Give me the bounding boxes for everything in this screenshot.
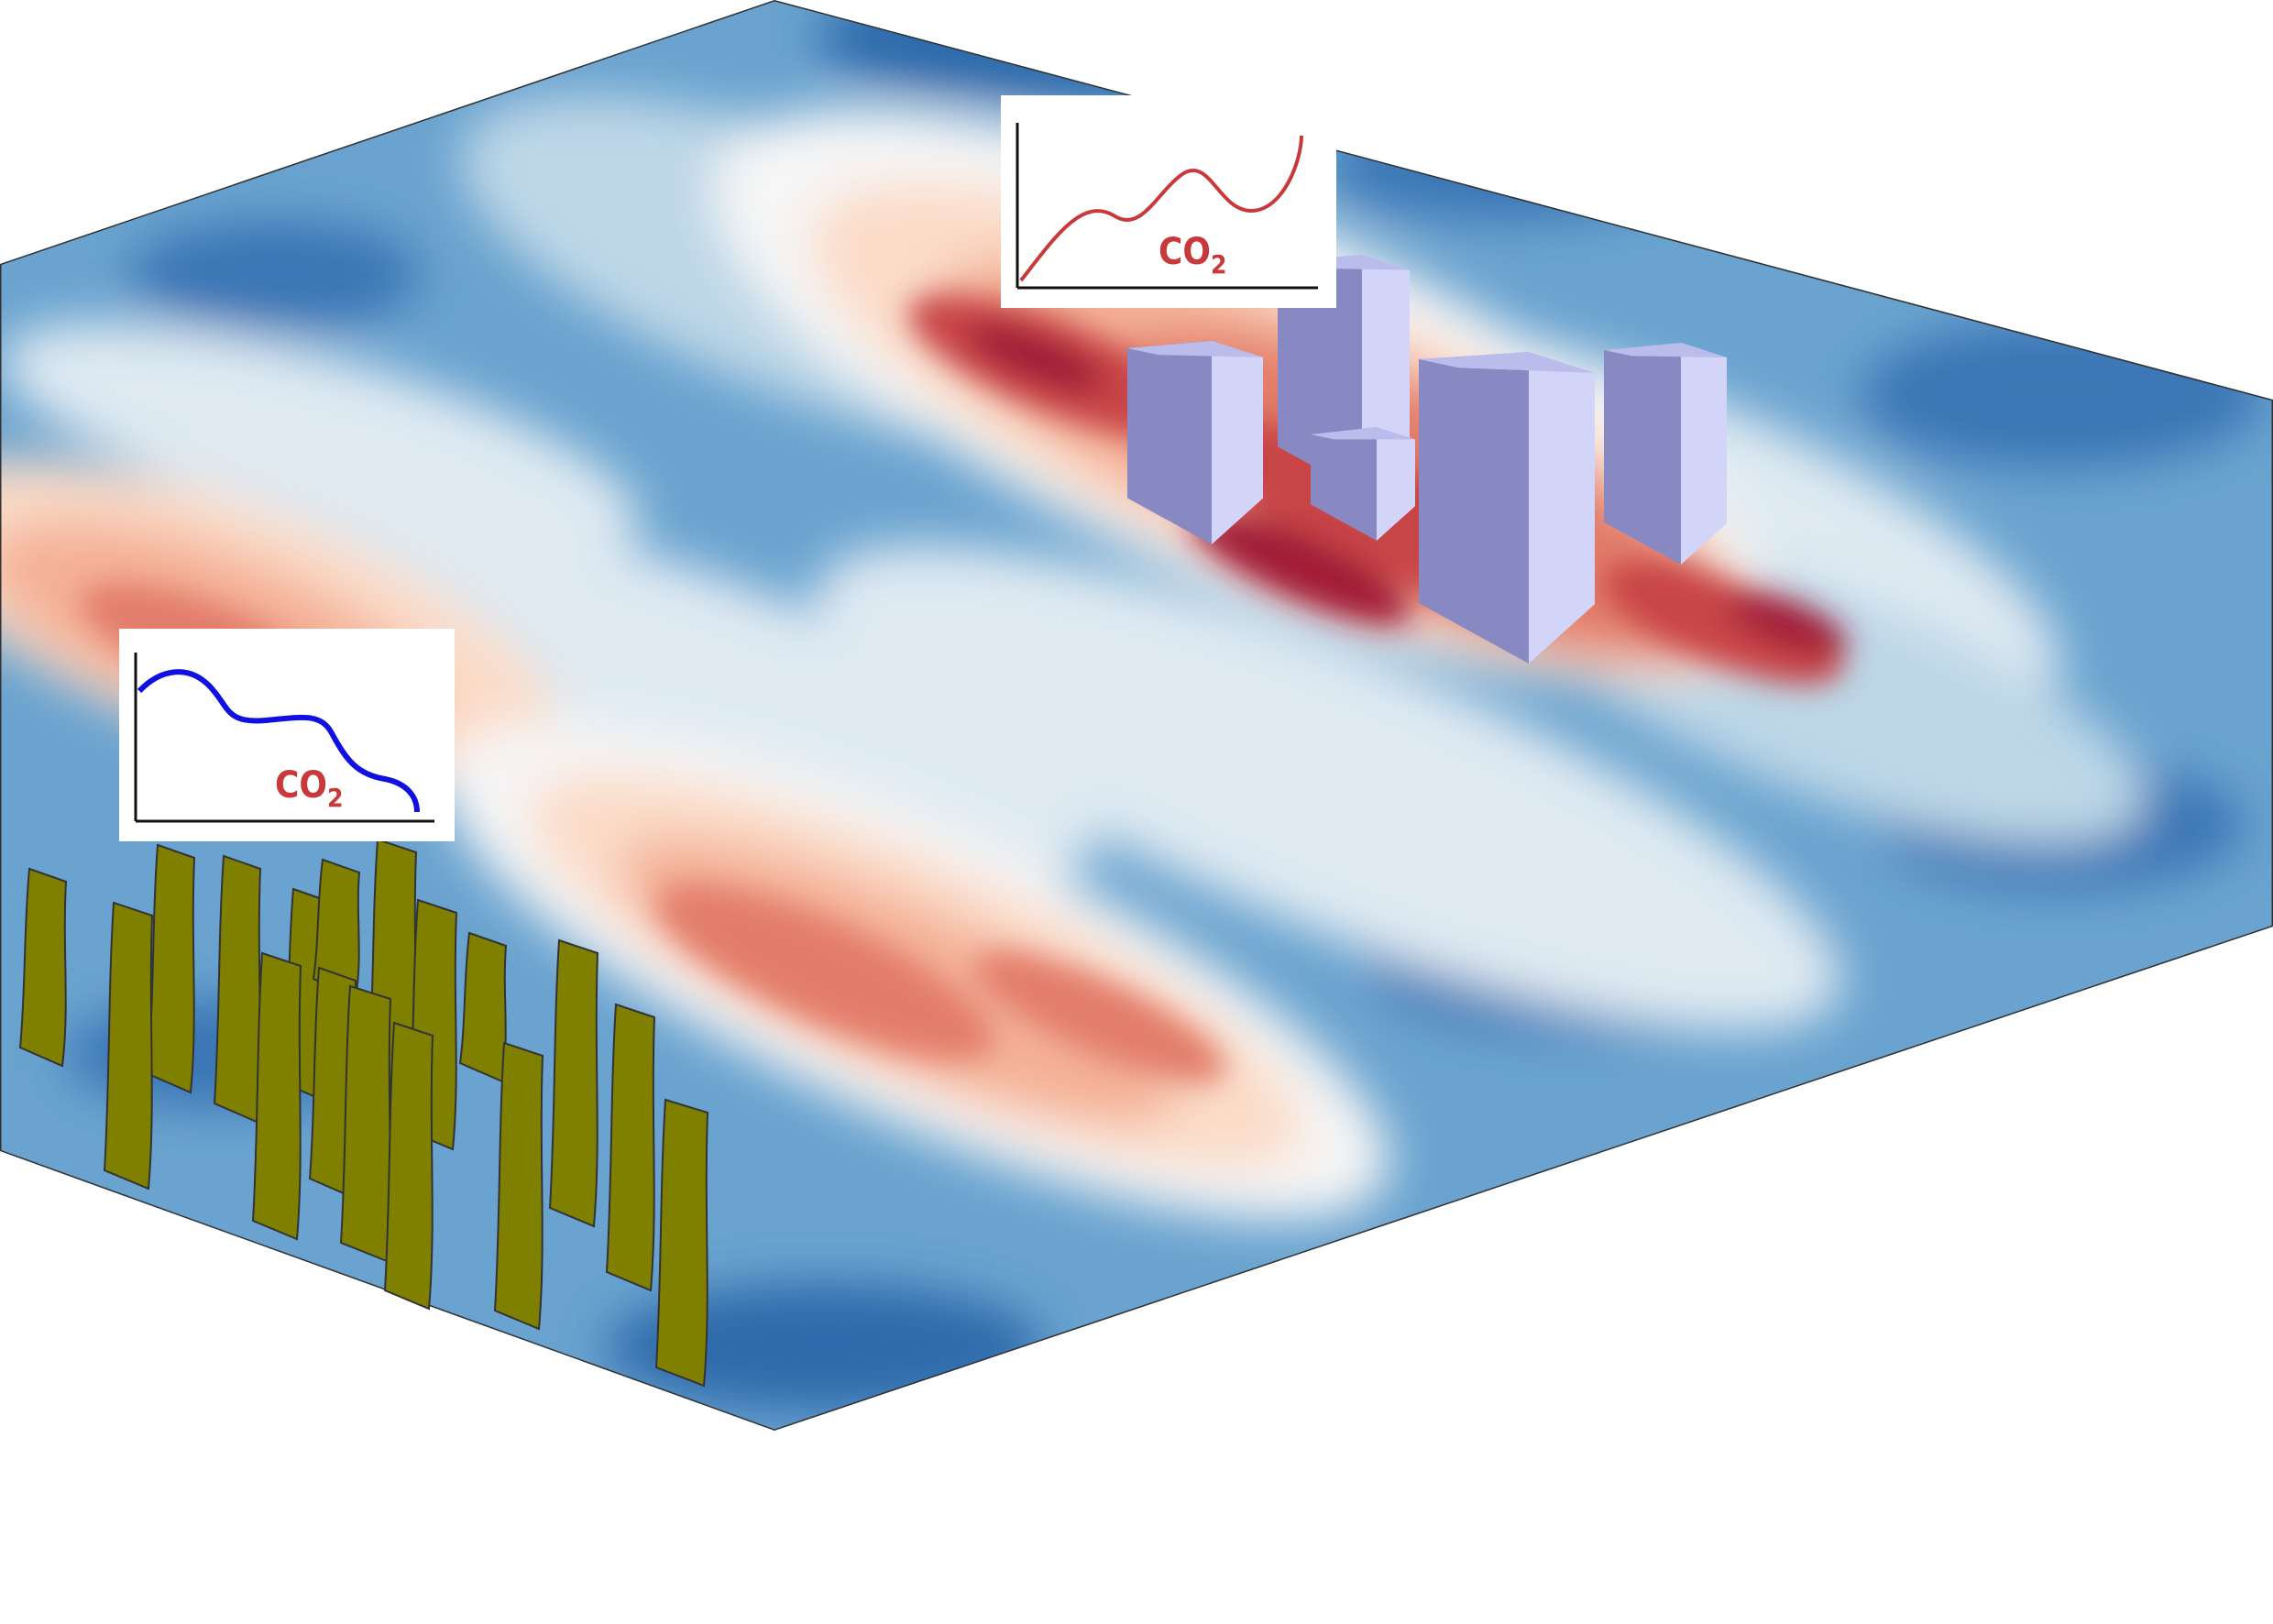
forest-co2-label-subscript: 2 xyxy=(327,783,344,813)
tree-9 xyxy=(458,931,508,1083)
building-5-roof xyxy=(1604,343,1727,357)
city-buildings-icon xyxy=(1127,255,1727,664)
building-5-front-face xyxy=(1604,343,1681,565)
building-4-side-face xyxy=(1529,352,1595,664)
city-co2-curve xyxy=(1019,135,1303,282)
forest-inset-background xyxy=(119,629,455,841)
tree-3 xyxy=(213,854,262,1124)
building-1-roof xyxy=(1127,341,1263,357)
city-co2-label-main: CO xyxy=(1158,231,1211,273)
forest-co2-curve xyxy=(137,669,420,813)
building-3-side-face xyxy=(1377,427,1415,541)
building-3-front-face xyxy=(1311,427,1377,541)
tree-15 xyxy=(493,1041,544,1331)
building-4-roof xyxy=(1419,352,1595,374)
building-4 xyxy=(1419,352,1595,664)
forest-co2-inset: CO2 xyxy=(119,629,455,841)
tree-11 xyxy=(251,951,302,1241)
tree-14 xyxy=(383,1021,434,1311)
tree-16 xyxy=(605,1003,656,1292)
building-1-front-face xyxy=(1127,341,1212,544)
city-inset-background xyxy=(1001,95,1336,308)
forest-trees-icon xyxy=(18,838,709,1388)
building-5-side-face xyxy=(1681,343,1727,565)
tree-10 xyxy=(548,938,599,1228)
building-1 xyxy=(1127,341,1263,544)
building-1-side-face xyxy=(1212,341,1263,544)
forest-co2-label-main: CO xyxy=(275,764,327,807)
building-3-roof xyxy=(1311,427,1415,440)
tree-17 xyxy=(654,1098,709,1388)
city-co2-label: CO2 xyxy=(1158,231,1227,280)
city-co2-label-subscript: 2 xyxy=(1211,249,1227,280)
building-5 xyxy=(1604,343,1727,565)
building-4-front-face xyxy=(1419,352,1529,664)
building-3 xyxy=(1311,427,1415,541)
tree-2 xyxy=(147,843,196,1094)
tree-1 xyxy=(18,867,68,1068)
forest-co2-label: CO2 xyxy=(275,764,344,813)
tree-5 xyxy=(103,901,154,1191)
city-co2-inset: CO2 xyxy=(1001,95,1336,308)
tree-13 xyxy=(339,984,392,1263)
